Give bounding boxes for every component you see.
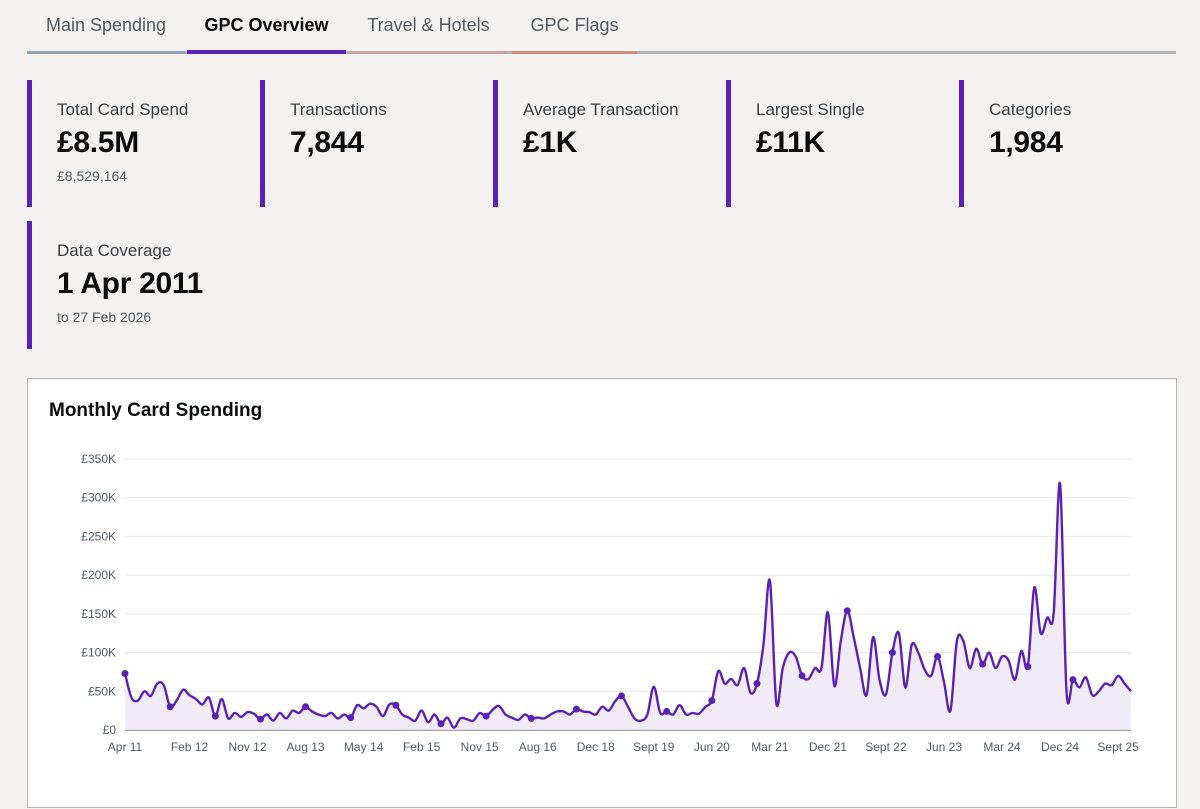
kpi-largest-single: Largest Single £11K [726,80,946,207]
data-point [934,652,942,660]
y-tick-label: £100K [81,646,116,660]
kpi-value: 7,844 [290,126,364,159]
kpi-value: £8.5M [57,126,139,159]
kpi-label: Transactions [290,100,387,119]
tab-travel-hotels[interactable]: Travel & Hotels [350,0,507,54]
tab-gpc-overview[interactable]: GPC Overview [187,0,346,54]
kpi-value: £11K [756,126,825,159]
monthly-spending-chart: £0 £50K £100K £150K £200K £250K £300K £350K Apr … [81,452,1139,754]
x-tick-label: Dec 21 [809,740,847,754]
x-tick-label: Jun 20 [694,740,730,754]
data-point [979,660,987,668]
series-line [123,481,1132,729]
data-point [302,703,310,711]
y-tick-label: £250K [81,529,116,543]
data-point [753,680,761,688]
tab-underline [512,51,637,54]
data-point [843,607,851,615]
data-point [121,669,129,677]
kpi-label: Total Card Spend [57,100,189,119]
kpi-value: 1,984 [989,126,1063,159]
kpi-sub: to 27 Feb 2026 [57,309,152,325]
kpi-label: Categories [989,100,1072,119]
kpi-label: Data Coverage [57,241,172,260]
kpi-data-coverage: Data Coverage 1 Apr 2011 to 27 Feb 2026 [27,221,257,349]
data-point [482,712,490,720]
tab-gpc-flags[interactable]: GPC Flags [512,0,637,54]
data-point [798,672,806,680]
series-area [125,482,1131,730]
x-tick-label: Sept 25 [1097,740,1139,754]
tab-underline [27,51,185,54]
kpi-transactions: Transactions 7,844 [260,80,480,207]
y-tick-label: £200K [81,568,116,582]
data-point [1024,663,1032,671]
chart-title: Monthly Card Spending [49,400,263,421]
kpi-average-transaction: Average Transaction £1K [493,80,713,207]
tab-underline [187,50,346,54]
y-tick-label: £150K [81,607,116,621]
tab-underline [350,51,507,54]
tab-bar: Main Spending GPC Overview Travel & Hote… [27,0,1176,54]
x-tick-label: Mar 24 [983,740,1021,754]
x-tick-label: Aug 13 [287,740,325,754]
x-tick-label: Feb 15 [403,740,441,754]
x-tick-label: Aug 16 [519,740,557,754]
data-point [211,712,219,720]
kpi-total-card-spend: Total Card Spend £8.5M £8,529,164 [27,80,247,207]
monthly-spending-chart-panel: Monthly Card Spending £0 £50K £100K £150K £2… [27,378,1177,808]
tab-main-spending[interactable]: Main Spending [27,0,185,54]
x-tick-label: Nov 15 [461,740,499,754]
y-tick-label: £300K [81,491,116,505]
x-tick-label: Feb 12 [171,740,209,754]
data-point [256,715,264,723]
data-point [437,720,445,728]
x-tick-label: Sept 19 [633,740,675,754]
x-tick-label: Jun 23 [926,740,962,754]
data-point [392,701,400,709]
x-tick-label: Nov 12 [229,740,267,754]
x-tick-label: Apr 11 [108,740,143,754]
data-point [663,707,671,715]
x-tick-label: Dec 24 [1041,740,1079,754]
data-point [166,703,174,711]
data-point [708,697,716,705]
data-point [618,692,626,700]
data-point [572,705,580,713]
data-point [527,714,535,722]
tab-label: Main Spending [45,15,167,35]
data-point [888,649,896,657]
kpi-value: 1 Apr 2011 [57,267,203,300]
kpi-categories: Categories 1,984 [959,80,1179,207]
kpi-label: Largest Single [756,100,865,119]
kpi-sub: £8,529,164 [57,168,128,184]
x-tick-label: May 14 [344,740,384,754]
y-tick-label: £50K [88,684,116,698]
x-tick-label: Dec 18 [577,740,615,754]
tab-label: GPC Flags [530,15,619,35]
x-tick-label: Mar 21 [751,740,789,754]
x-tick-label: Sept 22 [865,740,907,754]
data-point [1069,676,1077,684]
y-tick-label: £350K [81,452,116,466]
kpi-value: £1K [523,126,578,159]
tab-label: GPC Overview [204,15,329,35]
kpi-label: Average Transaction [523,100,679,119]
data-point [347,714,355,722]
tab-label: Travel & Hotels [367,15,490,35]
y-tick-label: £0 [103,723,117,737]
